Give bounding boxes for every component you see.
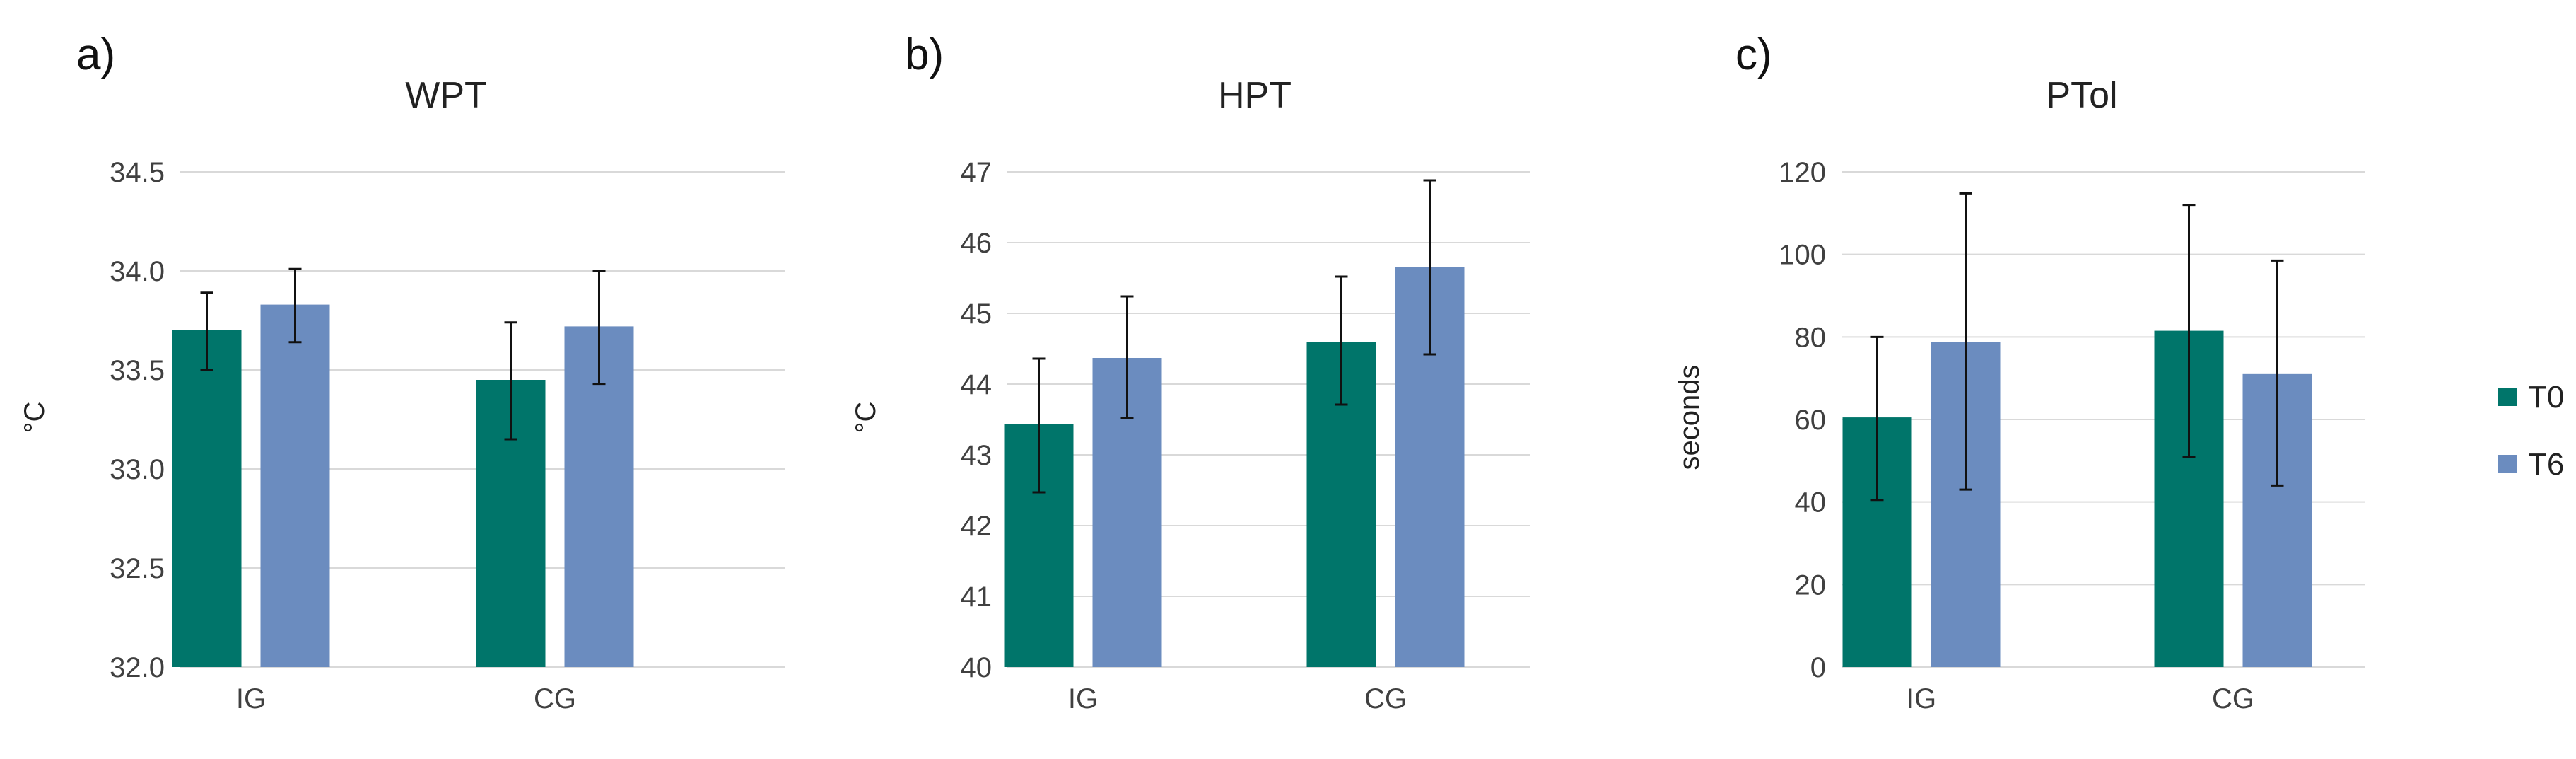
y-axis-label-a: °C bbox=[19, 402, 50, 434]
y-tick-label: 33.5 bbox=[110, 355, 165, 386]
y-tick-label: 40 bbox=[961, 652, 993, 683]
x-tick-label: CG bbox=[2212, 683, 2254, 714]
chart-panel-b: b) HPT °C 40 41 42 43 44 45 46 47 IG CG bbox=[850, 30, 1530, 714]
x-ticks-c: IG CG bbox=[1907, 683, 2254, 714]
chart-title-hpt: HPT bbox=[1218, 75, 1292, 116]
error-bars-c bbox=[1870, 192, 2284, 502]
y-ticks-c: 0 20 40 60 80 100 120 bbox=[1779, 157, 1826, 683]
y-tick-label: 80 bbox=[1795, 322, 1827, 353]
y-tick-label: 46 bbox=[961, 228, 993, 259]
y-ticks-b: 40 41 42 43 44 45 46 47 bbox=[961, 157, 993, 683]
x-tick-label: CG bbox=[534, 683, 576, 714]
bars-c bbox=[1842, 330, 2312, 667]
y-tick-label: 120 bbox=[1779, 157, 1826, 188]
chart-panel-a: a) WPT °C 32.0 32.5 33.0 33.5 34.0 34.5 IG CG bbox=[19, 30, 785, 714]
x-tick-label: CG bbox=[1364, 683, 1407, 714]
y-tick-label: 20 bbox=[1795, 569, 1827, 601]
panel-letter-a: a) bbox=[76, 30, 115, 79]
y-ticks-a: 32.0 32.5 33.0 33.5 34.0 34.5 bbox=[110, 157, 165, 683]
x-ticks-a: IG CG bbox=[236, 683, 576, 714]
y-tick-label: 45 bbox=[961, 299, 993, 330]
panel-letter-b: b) bbox=[905, 30, 944, 79]
y-tick-label: 100 bbox=[1779, 240, 1826, 271]
x-ticks-b: IG CG bbox=[1068, 683, 1407, 714]
y-tick-label: 42 bbox=[961, 511, 993, 542]
y-axis-label-b: °C bbox=[850, 402, 882, 434]
chart-panel-c: c) PTol seconds 0 20 40 60 80 100 120 IG CG bbox=[1674, 30, 2365, 714]
y-tick-label: 34.0 bbox=[110, 256, 165, 287]
error-bars-a bbox=[200, 267, 606, 441]
legend: T0 T6 bbox=[2498, 380, 2564, 482]
panel-letter-c: c) bbox=[1735, 30, 1772, 79]
y-tick-label: 32.0 bbox=[110, 652, 165, 683]
x-tick-label: IG bbox=[236, 683, 266, 714]
y-tick-label: 34.5 bbox=[110, 157, 165, 188]
legend-label-t6: T6 bbox=[2528, 447, 2564, 482]
bar-t6 bbox=[260, 304, 330, 668]
error-bars-b bbox=[1032, 179, 1436, 494]
y-tick-label: 43 bbox=[961, 440, 993, 471]
y-tick-label: 32.5 bbox=[110, 553, 165, 584]
bar-t0 bbox=[172, 330, 242, 667]
legend-label-t0: T0 bbox=[2528, 380, 2564, 415]
legend-swatch-t0 bbox=[2498, 388, 2517, 406]
bars-b bbox=[1004, 267, 1465, 667]
x-tick-label: IG bbox=[1068, 683, 1098, 714]
y-tick-label: 60 bbox=[1795, 405, 1827, 436]
y-tick-label: 41 bbox=[961, 581, 993, 613]
chart-title-wpt: WPT bbox=[405, 75, 487, 116]
bars-a bbox=[172, 304, 634, 668]
y-tick-label: 33.0 bbox=[110, 454, 165, 485]
y-tick-label: 44 bbox=[961, 369, 993, 400]
y-axis-label-c: seconds bbox=[1674, 365, 1705, 470]
y-tick-label: 0 bbox=[1810, 652, 1826, 683]
y-tick-label: 47 bbox=[961, 157, 993, 188]
y-tick-label: 40 bbox=[1795, 487, 1827, 518]
chart-title-ptol: PTol bbox=[2046, 75, 2117, 116]
x-tick-label: IG bbox=[1907, 683, 1936, 714]
legend-swatch-t6 bbox=[2498, 455, 2517, 473]
